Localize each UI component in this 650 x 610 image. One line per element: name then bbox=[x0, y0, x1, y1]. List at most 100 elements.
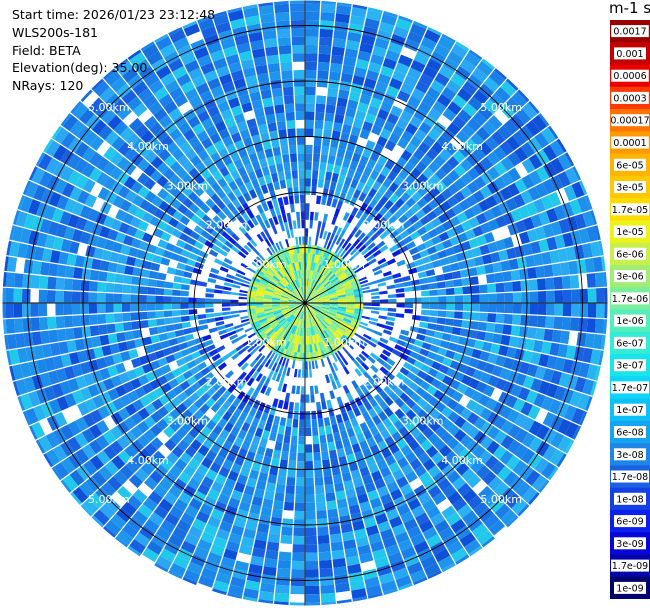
ray-gate bbox=[140, 129, 155, 145]
ray-gate bbox=[464, 228, 476, 241]
ray-gate bbox=[30, 316, 41, 332]
ray-gate bbox=[100, 481, 117, 498]
ray-gate bbox=[250, 389, 260, 400]
ray-gate bbox=[193, 409, 205, 421]
ray-gate bbox=[246, 23, 262, 35]
ray-gap-line bbox=[35, 165, 254, 278]
ray-gate bbox=[310, 194, 317, 204]
ray-gate bbox=[244, 579, 261, 591]
ray-gate bbox=[255, 214, 264, 224]
ray-gate bbox=[260, 251, 269, 260]
ray-gate bbox=[256, 150, 267, 161]
ray-gate bbox=[582, 210, 595, 228]
ray-gate bbox=[341, 437, 352, 448]
ray-gate bbox=[213, 293, 223, 299]
ray-gate bbox=[297, 253, 301, 262]
ray-gate bbox=[293, 271, 298, 280]
ray-gate bbox=[221, 400, 232, 411]
ray-gate bbox=[307, 310, 311, 319]
ray-gate bbox=[369, 53, 385, 66]
ray-gate bbox=[266, 329, 275, 337]
ray-gate bbox=[28, 229, 40, 246]
ray-gate bbox=[261, 97, 274, 108]
ray-gate bbox=[292, 69, 305, 79]
ray-gate bbox=[134, 228, 146, 241]
ray-gate bbox=[281, 308, 290, 312]
ray-gate bbox=[253, 258, 262, 267]
ray-gap-line bbox=[196, 357, 285, 586]
ray-gate bbox=[312, 443, 321, 453]
ray-gate bbox=[295, 119, 305, 129]
ray-gate bbox=[315, 283, 322, 291]
ray-gate bbox=[242, 275, 252, 283]
range-ring-label: 4.00km bbox=[127, 454, 169, 467]
ray-gate bbox=[534, 225, 547, 241]
ray-gate bbox=[342, 365, 351, 376]
ray-gate bbox=[4, 334, 9, 351]
ray-gate bbox=[274, 242, 282, 252]
ray-gate bbox=[72, 278, 82, 292]
ray-gate bbox=[472, 368, 484, 381]
ray-gate bbox=[47, 276, 57, 290]
ray-gate bbox=[136, 434, 151, 448]
ray-gate bbox=[224, 240, 234, 250]
ray-gate bbox=[346, 307, 355, 311]
ray-gate bbox=[289, 585, 305, 595]
ray-gate bbox=[322, 129, 333, 139]
ray-gate bbox=[450, 518, 467, 534]
ray-gate bbox=[239, 128, 251, 140]
ray-gate bbox=[400, 130, 414, 143]
ray-gate bbox=[247, 367, 257, 378]
ray-gate bbox=[409, 23, 427, 37]
ray-gate bbox=[280, 279, 288, 287]
ray-gate bbox=[195, 208, 206, 220]
ray-gate bbox=[138, 354, 150, 366]
ray-gate bbox=[99, 367, 111, 381]
ray-gap-line bbox=[363, 305, 608, 320]
ray-gate bbox=[305, 477, 315, 487]
ray-gate bbox=[249, 263, 258, 272]
ray-gate bbox=[352, 358, 361, 368]
ray-gate bbox=[256, 313, 266, 319]
ray-gate bbox=[319, 442, 329, 452]
ray-gate bbox=[275, 314, 284, 320]
ray-gate bbox=[297, 303, 305, 306]
ray-gate bbox=[305, 297, 312, 303]
ray-gate bbox=[359, 321, 369, 327]
ray-gate bbox=[236, 552, 252, 564]
ray-gate bbox=[483, 491, 500, 508]
ray-gate bbox=[279, 137, 289, 147]
ray-gate bbox=[293, 317, 299, 326]
ray-gate bbox=[289, 0, 305, 4]
ray-gate bbox=[510, 383, 523, 398]
ray-gate bbox=[369, 261, 380, 269]
ray-gate bbox=[270, 278, 279, 285]
ray-gate bbox=[305, 485, 315, 495]
ray-gate bbox=[169, 86, 185, 101]
ray-gate bbox=[66, 252, 77, 267]
colorbar-tick-label: 1.7e-07 bbox=[612, 383, 648, 394]
ray-gate bbox=[285, 485, 296, 495]
ray-gate bbox=[330, 322, 339, 330]
ray-gate bbox=[358, 259, 368, 267]
ray-gate bbox=[465, 194, 478, 208]
ray-gate bbox=[341, 158, 352, 169]
ray-gate bbox=[261, 394, 270, 404]
ray-gate bbox=[298, 419, 305, 428]
ray-gate bbox=[284, 238, 290, 248]
ray-gate bbox=[318, 162, 328, 172]
ray-gate bbox=[272, 294, 281, 298]
ray-gap-line bbox=[355, 151, 568, 275]
ray-gate bbox=[292, 291, 299, 298]
ray-gate bbox=[142, 335, 153, 347]
ray-gate bbox=[570, 229, 582, 246]
ray-gate bbox=[114, 208, 127, 222]
ray-gate bbox=[247, 310, 257, 316]
ray-gate bbox=[88, 151, 103, 167]
ray-gate bbox=[354, 209, 364, 220]
ray-gate bbox=[126, 494, 143, 510]
ray-gate bbox=[542, 223, 555, 239]
colorbar-label-bg bbox=[614, 47, 646, 60]
ray-gate bbox=[209, 543, 226, 557]
ray-gate bbox=[115, 507, 133, 523]
